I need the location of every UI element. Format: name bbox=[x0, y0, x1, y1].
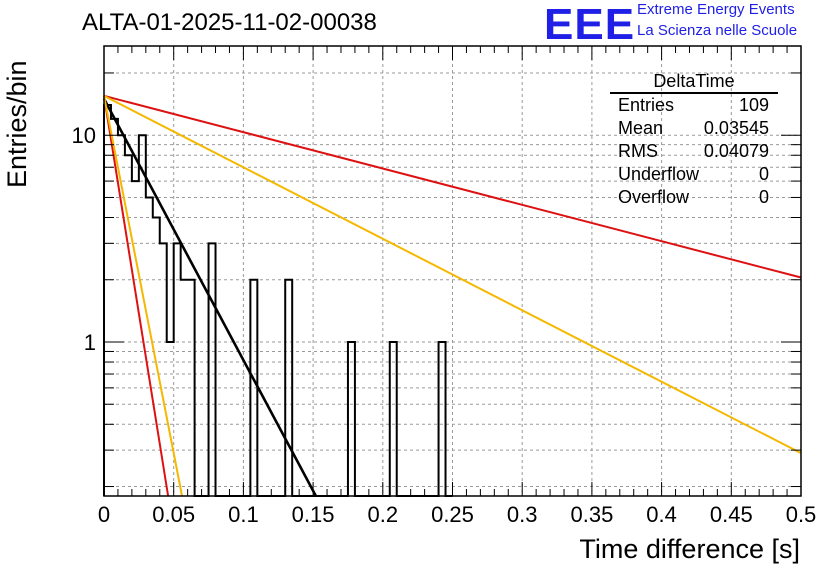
stats-label: Mean bbox=[618, 118, 664, 138]
stats-value: 0.04079 bbox=[703, 141, 769, 161]
x-axis-label: Time difference [s] bbox=[579, 534, 800, 564]
x-tick-label: 0.05 bbox=[152, 502, 195, 527]
chart-title: ALTA-01-2025-11-02-00038 bbox=[82, 9, 377, 36]
fit-curves bbox=[102, 94, 802, 497]
x-tick-label: 0.4 bbox=[646, 502, 677, 527]
stats-label: Underflow bbox=[618, 164, 700, 184]
stats-value: 0 bbox=[758, 164, 769, 184]
stats-label: Overflow bbox=[618, 187, 690, 207]
axis-ticks bbox=[103, 46, 802, 496]
stats-value: 0.03545 bbox=[703, 118, 769, 138]
stats-label: RMS bbox=[618, 141, 658, 161]
logo-line-1: Extreme Energy Events bbox=[637, 1, 795, 18]
x-tick-label: 0.45 bbox=[710, 502, 753, 527]
eee-logo: EEE bbox=[544, 0, 636, 49]
stats-value: 109 bbox=[738, 95, 769, 115]
stats-value: 0 bbox=[758, 187, 769, 207]
x-tick-label: 0.3 bbox=[507, 502, 538, 527]
histogram-outline bbox=[103, 103, 453, 497]
stats-row: Overflow 0 bbox=[610, 186, 778, 209]
axis-tick-labels: 0 0.05 0.1 0.15 0.2 0.25 0.3 0.35 0.4 0.45 0.5 1 10 bbox=[72, 123, 817, 527]
stats-label: Entries bbox=[618, 95, 675, 115]
logo-line-2: La Scienza nelle Scuole bbox=[637, 22, 798, 39]
stats-box: DeltaTime Entries 109 Mean 0.03545 RMS 0.04… bbox=[610, 70, 778, 209]
x-tick-label: 0.25 bbox=[431, 502, 474, 527]
grid-lines bbox=[104, 46, 801, 496]
stats-row: Entries 109 bbox=[610, 94, 778, 117]
red-shallow-curve bbox=[103, 94, 802, 279]
y-tick-label: 1 bbox=[84, 330, 96, 355]
x-tick-label: 0.2 bbox=[368, 502, 399, 527]
stats-row: Underflow 0 bbox=[610, 163, 778, 186]
red-steep-curve bbox=[103, 95, 170, 497]
y-axis-label: Entries/bin bbox=[2, 60, 32, 188]
stats-row: Mean 0.03545 bbox=[610, 117, 778, 140]
x-tick-label: 0.5 bbox=[786, 502, 817, 527]
stats-row: RMS 0.04079 bbox=[610, 140, 778, 163]
x-tick-label: 0.15 bbox=[292, 502, 335, 527]
orange-steep-curve bbox=[103, 95, 184, 497]
histogram-bars bbox=[103, 103, 453, 497]
orange-shallow-curve bbox=[103, 94, 802, 455]
x-tick-label: 0 bbox=[98, 502, 110, 527]
x-tick-label: 0.35 bbox=[570, 502, 613, 527]
black-fit-curve bbox=[102, 98, 318, 497]
y-tick-label: 10 bbox=[72, 123, 96, 148]
stats-title: DeltaTime bbox=[610, 70, 778, 94]
x-tick-label: 0.1 bbox=[228, 502, 259, 527]
